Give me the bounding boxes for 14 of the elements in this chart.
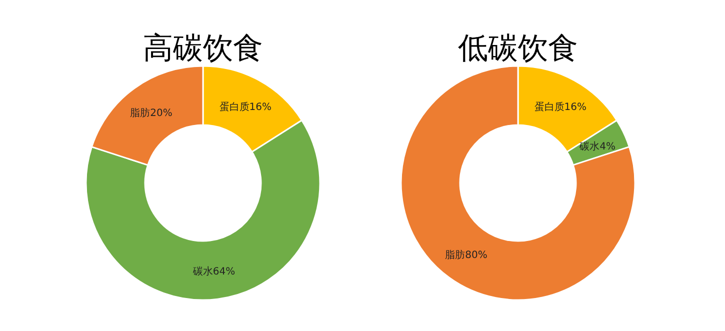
data-label: 16% [249,102,272,113]
slice-label: 蛋白质 [219,100,250,113]
slice-label: 碳水 [192,265,213,278]
data-label: 80% [465,250,488,262]
data-label: 20% [150,108,172,119]
slice-label: 脂肪 [130,106,150,119]
slice-label: 脂肪 [445,249,466,262]
data-label: 4% [600,142,616,153]
data-label: 16% [564,102,587,113]
slice-label: 蛋白质 [534,100,564,113]
slice-label: 碳水 [578,140,600,153]
chart-title: 低碳饮食 [458,31,578,66]
chart-title: 高碳饮食 [143,31,263,66]
data-label: 64% [212,266,236,278]
